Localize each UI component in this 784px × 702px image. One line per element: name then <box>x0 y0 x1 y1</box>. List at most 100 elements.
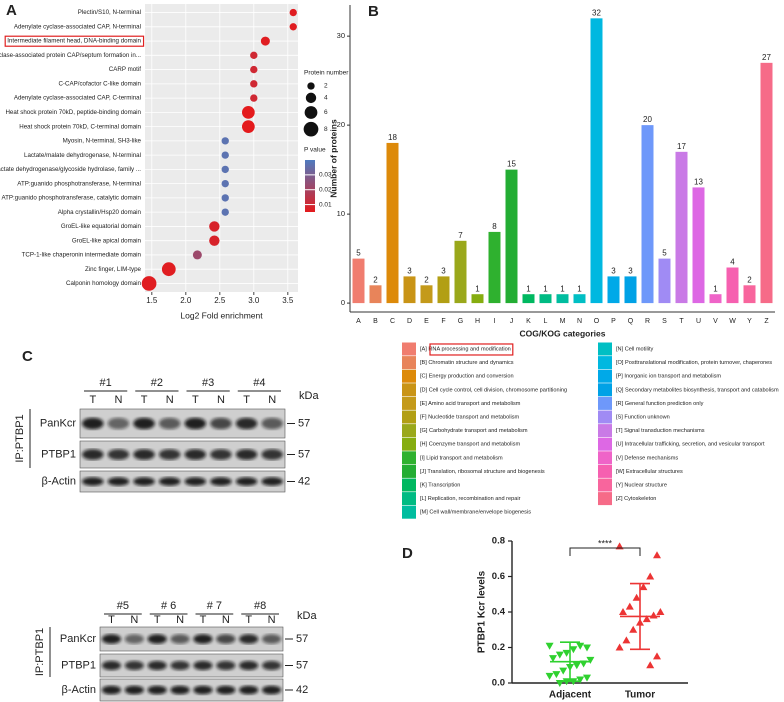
unit-label: kDa <box>297 610 317 622</box>
x-tick-label: B <box>373 318 378 325</box>
dot <box>241 120 255 133</box>
bar <box>743 285 756 304</box>
band <box>193 634 213 644</box>
category-label: TCP-1-like chaperonin intermediate domai… <box>22 252 142 259</box>
row-label: PanKcr <box>40 417 76 429</box>
legend-label: [I] Lipid transport and metabolism <box>420 455 503 461</box>
point <box>545 642 554 650</box>
x-tick-label: S <box>662 318 667 325</box>
dot <box>250 65 258 74</box>
lane-label: T <box>154 614 161 626</box>
band <box>216 634 236 644</box>
band <box>216 660 236 671</box>
point <box>622 636 631 644</box>
value-label: 1 <box>543 284 548 293</box>
dot <box>241 105 255 119</box>
category-label: Heat shock protein 70kD, C-terminal doma… <box>19 123 141 130</box>
legend-swatch <box>402 396 416 410</box>
category-label: GroEL-like apical domain <box>72 237 142 244</box>
x-tick-label: H <box>475 318 480 325</box>
x-tick-label: M <box>560 318 566 325</box>
legend-swatch <box>402 410 416 424</box>
kda-label: 42 <box>296 684 308 696</box>
bar <box>624 276 637 304</box>
x-tick-label: Q <box>628 318 634 325</box>
value-label: 3 <box>628 267 633 276</box>
value-label: 1 <box>526 284 531 293</box>
bar <box>522 294 535 304</box>
point <box>639 583 648 591</box>
band <box>261 449 283 460</box>
point <box>583 674 591 682</box>
category-label: Zinc finger, LIM-type <box>85 266 142 273</box>
point <box>549 655 557 663</box>
x-tick-label: 1.5 <box>146 296 158 305</box>
dot <box>221 151 229 159</box>
blot-strip <box>99 653 284 678</box>
legend-swatch <box>598 383 612 397</box>
point <box>559 667 568 675</box>
row-label: PTBP1 <box>61 659 96 671</box>
category-label: Plectin/S10, N-terminal <box>78 9 141 16</box>
dot <box>161 262 176 277</box>
bar <box>590 18 603 304</box>
group-label: #4 <box>253 377 265 389</box>
point <box>562 649 571 657</box>
y-tick-label: 10 <box>337 209 345 218</box>
band <box>82 417 104 430</box>
x-tick-label: C <box>390 318 395 325</box>
bar <box>488 231 501 304</box>
bar <box>709 294 722 304</box>
x-tick-label: Adjacent <box>549 690 592 701</box>
x-axis-label: COG/KOG categories <box>520 328 606 338</box>
y-tick-label: 0.2 <box>492 642 505 653</box>
bar <box>760 62 773 304</box>
band <box>261 477 283 486</box>
y-tick-label: 30 <box>337 31 345 40</box>
band <box>193 660 213 671</box>
point <box>656 608 665 615</box>
color-bar <box>305 160 315 212</box>
category-label: Cyclase-associated protein CAP/septum fo… <box>0 52 141 59</box>
bar <box>403 276 416 304</box>
lane-label: T <box>200 614 207 626</box>
x-tick-label: 2.5 <box>214 296 226 305</box>
y-axis-label: PTBP1 Kcr levels <box>477 570 488 653</box>
x-tick-label: O <box>594 318 600 325</box>
legend-label: [V] Defense mechanisms <box>616 455 678 461</box>
band <box>170 660 190 671</box>
group-label: #2 <box>151 377 163 389</box>
value-label: 13 <box>694 178 703 187</box>
point <box>646 572 655 580</box>
legend-label: [B] Chromatin structure and dynamics <box>420 360 514 366</box>
kda-label: 57 <box>296 659 308 671</box>
value-label: 32 <box>592 8 601 17</box>
category-label: Calponin homology domain <box>66 280 142 287</box>
kda-label: 57 <box>298 448 310 460</box>
dot <box>221 208 229 216</box>
legend-label: [S] Function unknown <box>616 414 670 420</box>
panel-letter: C <box>22 348 33 365</box>
value-label: 20 <box>643 115 652 124</box>
lane-label: N <box>217 394 225 406</box>
bar <box>675 151 688 304</box>
legend-swatch <box>402 492 416 506</box>
size-legend-dot <box>303 121 319 137</box>
legend-swatch <box>598 451 612 465</box>
band <box>158 477 181 486</box>
dot <box>209 235 220 246</box>
x-tick-label: E <box>424 318 429 325</box>
bar <box>386 142 399 304</box>
value-label: 1 <box>560 284 565 293</box>
legend-swatch <box>598 369 612 383</box>
lane-label: T <box>141 394 148 406</box>
dot <box>250 51 258 60</box>
band <box>239 685 259 695</box>
band <box>107 417 130 430</box>
point <box>619 608 627 615</box>
legend-label: [Z] Cytoskeleton <box>616 496 656 502</box>
bar <box>573 294 586 304</box>
bar <box>556 294 569 304</box>
band <box>124 634 144 644</box>
band <box>82 477 104 486</box>
